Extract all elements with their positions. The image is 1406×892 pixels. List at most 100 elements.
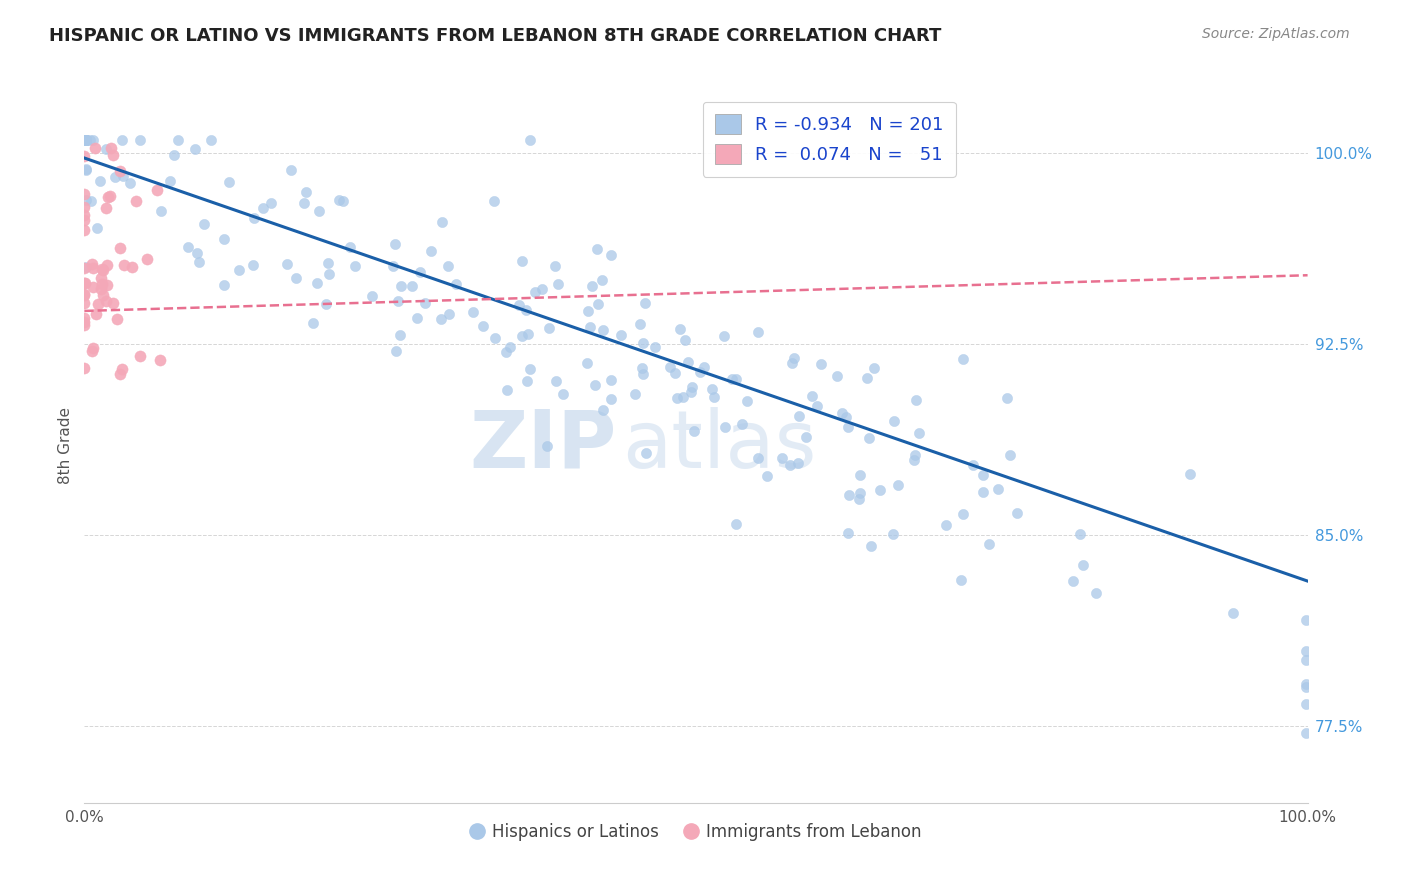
Point <box>388 327 411 342</box>
Point <box>579 319 602 334</box>
Point <box>149 353 172 368</box>
Point <box>302 316 325 330</box>
Point <box>75 133 97 147</box>
Point <box>177 240 200 254</box>
Point <box>756 469 779 483</box>
Point <box>75 260 97 274</box>
Point <box>73 295 96 310</box>
Point <box>702 382 724 396</box>
Point <box>305 276 328 290</box>
Point <box>837 419 859 434</box>
Point <box>75 133 97 147</box>
Point <box>908 426 931 441</box>
Point <box>683 424 706 438</box>
Point <box>1085 586 1108 600</box>
Point <box>508 298 530 312</box>
Point <box>883 414 905 428</box>
Point <box>73 360 96 375</box>
Point <box>516 327 538 342</box>
Point <box>810 357 832 371</box>
Point <box>536 439 558 453</box>
Point <box>75 133 97 147</box>
Point <box>547 277 569 292</box>
Point <box>770 451 793 466</box>
Point <box>725 517 748 532</box>
Point <box>344 260 367 274</box>
Point <box>86 221 108 235</box>
Point <box>159 174 181 188</box>
Point <box>91 287 114 301</box>
Point <box>538 321 561 335</box>
Point <box>73 311 96 326</box>
Point <box>98 189 121 203</box>
Point <box>859 539 882 553</box>
Point <box>863 361 886 376</box>
Point <box>242 211 264 226</box>
Point <box>292 195 315 210</box>
Point <box>295 186 318 200</box>
Point <box>681 380 703 394</box>
Point <box>610 328 633 343</box>
Point <box>484 331 506 345</box>
Point <box>886 478 908 492</box>
Point <box>731 417 754 431</box>
Point <box>703 390 725 404</box>
Point <box>104 170 127 185</box>
Point <box>825 368 848 383</box>
Point <box>794 430 817 444</box>
Point <box>242 259 264 273</box>
Point <box>73 315 96 329</box>
Point <box>389 279 412 293</box>
Point <box>82 279 104 293</box>
Point <box>903 452 925 467</box>
Point <box>624 386 647 401</box>
Point <box>73 187 96 202</box>
Point <box>495 345 517 359</box>
Point <box>110 241 132 255</box>
Point <box>737 394 759 409</box>
Point <box>666 391 689 405</box>
Point <box>787 409 810 423</box>
Point <box>516 374 538 388</box>
Point <box>214 232 236 246</box>
Point <box>308 204 330 219</box>
Point <box>586 297 609 311</box>
Point <box>382 259 405 273</box>
Point <box>90 271 112 285</box>
Point <box>998 448 1021 462</box>
Point <box>713 419 735 434</box>
Point <box>849 486 872 500</box>
Point <box>218 175 240 189</box>
Point <box>75 133 97 147</box>
Point <box>636 445 658 459</box>
Point <box>904 393 927 408</box>
Point <box>200 133 222 147</box>
Point <box>96 258 118 272</box>
Point <box>1222 606 1244 620</box>
Point <box>328 193 350 207</box>
Text: HISPANIC OR LATINO VS IMMIGRANTS FROM LEBANON 8TH GRADE CORRELATION CHART: HISPANIC OR LATINO VS IMMIGRANTS FROM LE… <box>49 27 942 45</box>
Point <box>600 373 623 387</box>
Point <box>80 343 103 358</box>
Point <box>91 262 114 277</box>
Point <box>631 367 654 381</box>
Point <box>420 244 443 258</box>
Point <box>75 133 97 147</box>
Point <box>91 261 114 276</box>
Point <box>96 142 118 156</box>
Point <box>952 507 974 521</box>
Point <box>361 289 384 303</box>
Point <box>212 278 235 293</box>
Point <box>949 573 972 587</box>
Point <box>73 213 96 227</box>
Point <box>935 518 957 533</box>
Point <box>1295 677 1317 691</box>
Point <box>972 485 994 500</box>
Point <box>838 488 860 502</box>
Point <box>972 467 994 482</box>
Point <box>318 267 340 281</box>
Point <box>546 374 568 388</box>
Point <box>977 537 1000 551</box>
Point <box>339 240 361 254</box>
Point <box>187 254 209 268</box>
